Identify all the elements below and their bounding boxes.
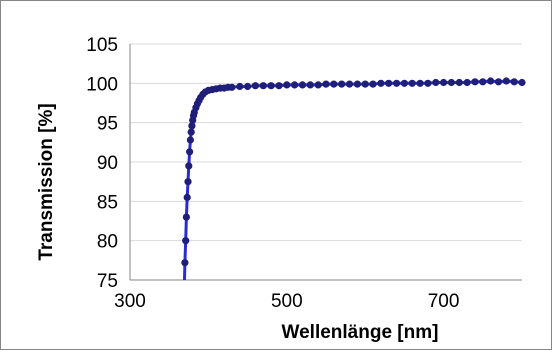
data-point: [298, 81, 307, 89]
series-line: [183, 79, 523, 281]
data-point: [181, 259, 189, 267]
data-point: [408, 79, 416, 87]
data-point: [184, 178, 192, 186]
data-point: [471, 78, 479, 86]
data-point: [259, 82, 267, 90]
data-point: [353, 80, 361, 88]
x-tick-label: 300: [114, 291, 146, 312]
data-point: [185, 162, 193, 170]
data-point: [338, 80, 346, 88]
data-point: [182, 237, 190, 245]
data-point: [416, 79, 424, 87]
x-axis-label: Wellenlänge [nm]: [282, 322, 439, 343]
data-point: [377, 79, 385, 87]
data-point: [432, 78, 440, 87]
data-point: [487, 77, 495, 85]
data-point: [463, 78, 471, 87]
data-point: [283, 81, 291, 89]
data-point: [345, 80, 354, 88]
data-point: [361, 80, 369, 88]
data-point: [330, 80, 338, 88]
y-tick-label: 95: [97, 114, 118, 135]
y-tick-label: 90: [97, 153, 118, 174]
data-point: [322, 80, 330, 88]
tick-labels: 75 80 85 90 95 100 105 300 500 700: [86, 35, 459, 312]
data-point: [275, 82, 283, 90]
y-tick-label: 100: [86, 74, 118, 95]
series-line-layer: [183, 79, 523, 281]
y-tick-label: 105: [86, 35, 118, 56]
data-point: [510, 78, 518, 86]
data-point: [183, 193, 191, 201]
data-point: [369, 80, 377, 88]
y-tick-label: 75: [97, 271, 118, 292]
y-tick-label: 85: [97, 192, 118, 213]
x-tick-label: 700: [428, 291, 460, 312]
data-point: [424, 79, 432, 87]
data-point: [267, 82, 275, 90]
data-point: [479, 78, 487, 86]
data-point: [494, 78, 503, 86]
data-point: [393, 79, 401, 87]
data-point: [291, 81, 299, 89]
data-point: [314, 81, 322, 89]
data-point: [385, 79, 393, 87]
data-point: [455, 78, 463, 87]
y-axis-label: Transmission [%]: [36, 103, 57, 260]
data-point: [228, 83, 236, 91]
y-tick-label: 80: [97, 232, 118, 253]
data-point: [400, 79, 408, 87]
data-point: [502, 77, 510, 85]
data-point: [187, 128, 195, 136]
data-point: [251, 82, 259, 90]
x-tick-label: 500: [271, 291, 303, 312]
data-point: [188, 122, 196, 130]
series-markers: [181, 77, 526, 267]
data-point: [518, 78, 526, 87]
data-point: [244, 82, 252, 91]
data-point: [186, 148, 194, 156]
data-point: [306, 81, 314, 89]
data-point: [186, 136, 194, 144]
data-point: [236, 82, 244, 91]
data-point: [447, 78, 455, 87]
data-point: [440, 78, 448, 87]
data-point: [182, 213, 190, 221]
